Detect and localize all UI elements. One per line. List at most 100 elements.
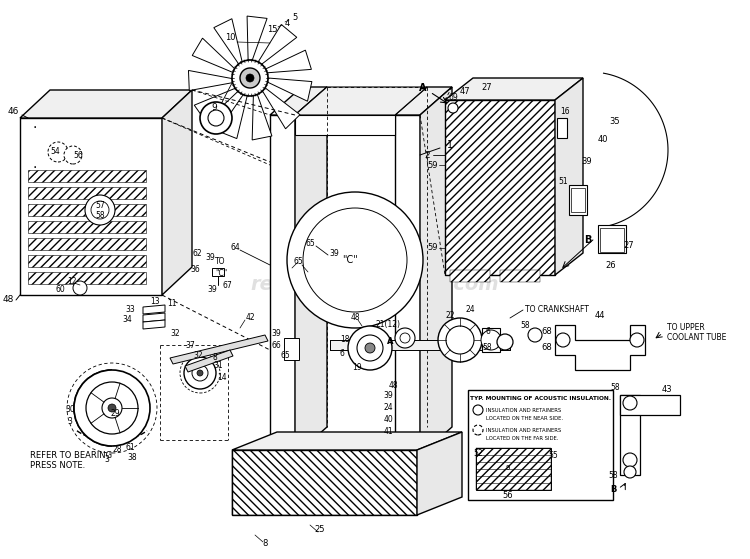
Bar: [445, 100, 555, 275]
Circle shape: [102, 398, 122, 418]
Text: 64: 64: [230, 244, 240, 253]
Text: 58: 58: [608, 471, 618, 480]
Text: "C": "C": [215, 268, 227, 277]
Circle shape: [448, 103, 458, 113]
Text: 24: 24: [465, 306, 475, 315]
Circle shape: [108, 404, 116, 412]
Text: PRESS NOTE.: PRESS NOTE.: [30, 462, 86, 471]
Text: 57: 57: [95, 201, 105, 210]
Text: 27: 27: [624, 240, 634, 249]
Bar: [445, 100, 555, 275]
Text: 69: 69: [448, 92, 458, 102]
Circle shape: [303, 208, 407, 312]
Text: 5: 5: [292, 13, 298, 22]
Text: REFER TO BEARING: REFER TO BEARING: [30, 451, 112, 459]
Text: 12: 12: [68, 277, 76, 287]
Text: 48: 48: [350, 314, 360, 323]
Text: 3: 3: [104, 456, 110, 465]
Bar: [28, 238, 146, 250]
Text: 68: 68: [542, 328, 552, 337]
Text: 48: 48: [388, 381, 398, 390]
Polygon shape: [170, 335, 268, 364]
Bar: [284, 338, 299, 360]
Text: 28: 28: [112, 446, 122, 454]
Polygon shape: [270, 115, 295, 455]
Circle shape: [192, 365, 208, 381]
Polygon shape: [395, 87, 452, 115]
Bar: [450, 270, 490, 282]
Text: 14: 14: [217, 373, 226, 382]
Text: 48: 48: [2, 296, 14, 305]
Circle shape: [74, 370, 150, 446]
Polygon shape: [295, 87, 427, 115]
Text: 9: 9: [211, 103, 217, 112]
Bar: [598, 225, 626, 253]
Text: 56: 56: [503, 490, 513, 500]
Polygon shape: [262, 88, 300, 129]
Text: INSULATION AND RETAINERS: INSULATION AND RETAINERS: [486, 408, 561, 413]
Text: TYP. MOUNTING OF ACOUSTIC INSULATION.: TYP. MOUNTING OF ACOUSTIC INSULATION.: [470, 396, 611, 400]
Text: 8: 8: [262, 538, 268, 547]
Bar: [557, 118, 567, 138]
Circle shape: [438, 318, 482, 362]
Text: 3: 3: [68, 418, 73, 427]
Text: LOCATED ON THE NEAR SIDE.: LOCATED ON THE NEAR SIDE.: [486, 415, 563, 420]
Text: 4: 4: [284, 18, 290, 27]
Polygon shape: [20, 118, 162, 295]
Circle shape: [624, 466, 636, 478]
Text: 1: 1: [447, 140, 453, 150]
Text: B: B: [584, 235, 592, 245]
Circle shape: [91, 201, 109, 219]
Bar: [482, 328, 500, 352]
Text: 65: 65: [280, 350, 290, 359]
Polygon shape: [295, 87, 327, 455]
Text: 44: 44: [595, 310, 605, 320]
Text: TO: TO: [215, 258, 226, 267]
Polygon shape: [185, 350, 233, 372]
Text: 59: 59: [427, 244, 438, 253]
Text: 59: 59: [427, 160, 438, 169]
Text: 67: 67: [222, 281, 232, 290]
Text: 52: 52: [473, 448, 483, 457]
Text: 34: 34: [122, 315, 132, 325]
Text: "C": "C": [342, 255, 358, 265]
Bar: [28, 170, 146, 182]
Circle shape: [497, 334, 513, 350]
Circle shape: [86, 382, 138, 434]
Polygon shape: [585, 395, 640, 425]
Circle shape: [287, 192, 423, 328]
Text: 6: 6: [485, 328, 490, 337]
Text: TO CRANKSHAFT: TO CRANKSHAFT: [525, 306, 589, 315]
Text: 30: 30: [65, 405, 75, 415]
Polygon shape: [214, 18, 242, 64]
Circle shape: [623, 396, 637, 410]
Bar: [476, 448, 551, 490]
Circle shape: [365, 343, 375, 353]
Text: 21(12): 21(12): [376, 320, 400, 329]
Text: 16: 16: [560, 107, 570, 116]
Polygon shape: [143, 305, 165, 314]
Text: 56: 56: [74, 150, 82, 159]
Circle shape: [85, 195, 115, 225]
Circle shape: [48, 142, 68, 162]
Circle shape: [357, 335, 383, 361]
Text: 54: 54: [50, 148, 60, 157]
Circle shape: [197, 370, 203, 376]
Bar: [232, 450, 417, 515]
Text: 46: 46: [8, 107, 19, 116]
Text: 6: 6: [340, 349, 344, 358]
Text: 39: 39: [383, 391, 393, 400]
Bar: [500, 270, 540, 282]
Text: 27: 27: [482, 83, 492, 92]
Bar: [600, 228, 624, 252]
Text: 39: 39: [329, 249, 339, 258]
Polygon shape: [162, 90, 192, 295]
Bar: [620, 395, 640, 475]
Text: 32: 32: [194, 350, 202, 359]
Text: 39: 39: [582, 158, 592, 167]
Text: 47: 47: [460, 88, 470, 97]
Polygon shape: [395, 115, 420, 455]
Text: 33: 33: [125, 306, 135, 315]
Circle shape: [400, 333, 410, 343]
Text: 9: 9: [506, 465, 510, 471]
